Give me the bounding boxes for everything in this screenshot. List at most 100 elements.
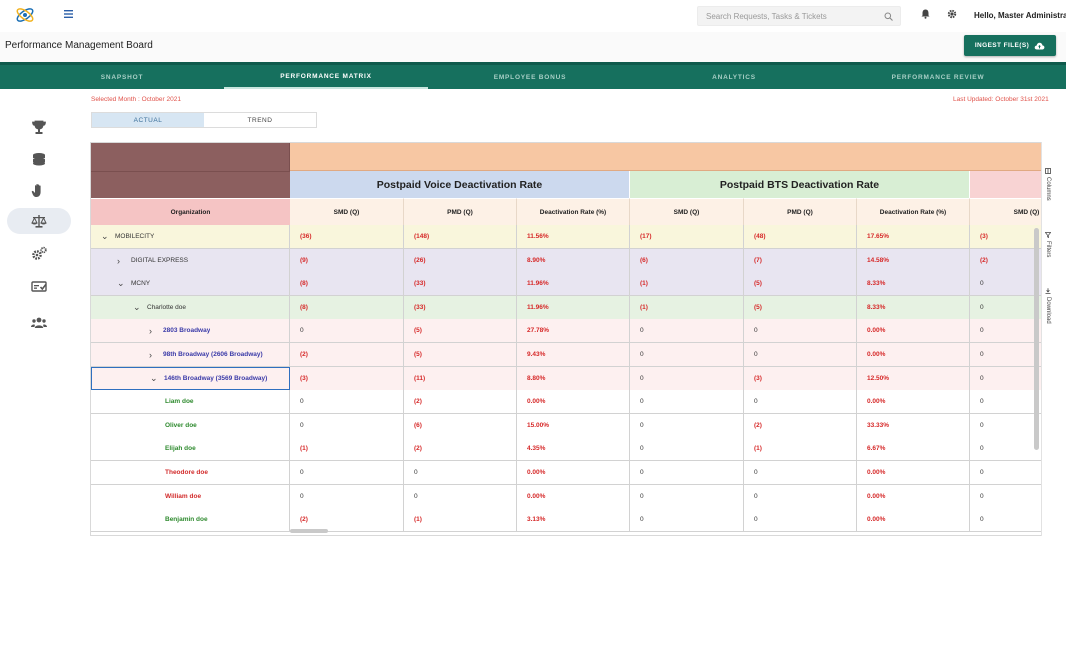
- row-org-cell[interactable]: Liam doe: [91, 390, 290, 413]
- view-toggle: ACTUAL TREND: [91, 112, 317, 128]
- collapse-chevron-icon[interactable]: ⌄: [101, 231, 109, 241]
- search-input[interactable]: Search Requests, Tasks & Tickets: [697, 6, 901, 26]
- search-placeholder: Search Requests, Tasks & Tickets: [706, 12, 827, 21]
- table-row[interactable]: › 98th Broadway (2606 Broadway) (2) (5) 9.43…: [91, 343, 1060, 367]
- filter-icon: [1045, 232, 1051, 238]
- table-row[interactable]: ⌄ Charlotte doe (8) (33) 11.96% (1) (5) 8.33% 0: [91, 296, 1060, 320]
- column-header[interactable]: Deactivation Rate (%): [857, 198, 970, 225]
- filters-panel-button[interactable]: Filters: [1045, 232, 1051, 257]
- row-value-cell: 8.80%: [517, 367, 630, 390]
- table-row[interactable]: Oliver doe 0 (6) 15.00% 0 (2) 33.33% 0: [91, 414, 1060, 438]
- row-value-cell: 0.00%: [857, 508, 970, 531]
- ingest-files-button[interactable]: INGEST FILE(S): [964, 35, 1056, 56]
- expand-chevron-icon[interactable]: ›: [149, 349, 152, 360]
- vertical-scrollbar[interactable]: [1034, 228, 1039, 450]
- collapse-chevron-icon[interactable]: ⌄: [133, 302, 141, 312]
- row-value-cell: (2): [404, 437, 517, 460]
- row-value-cell: 0: [404, 461, 517, 484]
- company-logo[interactable]: [14, 4, 36, 26]
- sidebar-item-trophy[interactable]: [29, 118, 49, 136]
- hand-icon: [31, 183, 41, 197]
- performance-matrix-grid: Postpaid Voice Deactivation Rate Postpaid…: [90, 142, 1061, 536]
- row-value-cell: (5): [404, 343, 517, 366]
- table-row[interactable]: Elijah doe (1) (2) 4.35% 0 (1) 6.67% 0: [91, 437, 1060, 461]
- expand-chevron-icon[interactable]: ›: [117, 255, 120, 266]
- row-value-cell: (1): [744, 437, 857, 460]
- row-value-cell: 0: [290, 485, 404, 508]
- row-org-cell[interactable]: › DIGITAL EXPRESS: [91, 249, 290, 272]
- row-value-cell: 0: [630, 461, 744, 484]
- row-value-cell: 0.00%: [857, 390, 970, 413]
- row-org-cell[interactable]: William doe: [91, 485, 290, 508]
- sidebar-item-balance-scale[interactable]: [29, 212, 49, 230]
- row-org-cell[interactable]: ⌄ MCNY: [91, 272, 290, 295]
- row-org-cell[interactable]: Benjamin doe: [91, 508, 290, 531]
- table-row[interactable]: Liam doe 0 (2) 0.00% 0 0 0.00% 0: [91, 390, 1060, 414]
- table-row[interactable]: Theodore doe 0 0 0.00% 0 0 0.00% 0: [91, 461, 1060, 485]
- header-corner-top: [91, 143, 290, 171]
- user-greeting[interactable]: Hello, Master Administrator: [974, 11, 1066, 20]
- toggle-trend-button[interactable]: TREND: [247, 116, 273, 124]
- search-icon[interactable]: [884, 12, 893, 21]
- row-org-cell[interactable]: Theodore doe: [91, 461, 290, 484]
- tab-analytics[interactable]: ANALYTICS: [712, 73, 756, 81]
- row-value-cell: 0: [744, 461, 857, 484]
- table-row[interactable]: › 2803 Broadway 0 (5) 27.78% 0 0 0.00% 0: [91, 319, 1060, 343]
- settings-gear-icon[interactable]: [947, 9, 957, 19]
- row-value-cell: (1): [290, 437, 404, 460]
- sidebar-item-money-check[interactable]: [29, 277, 49, 295]
- tab-employee-bonus[interactable]: EMPLOYEE BONUS: [493, 73, 567, 81]
- expand-chevron-icon[interactable]: ›: [149, 325, 152, 336]
- table-row[interactable]: William doe 0 0 0.00% 0 0 0.00% 0: [91, 485, 1060, 509]
- row-org-cell[interactable]: › 2803 Broadway: [91, 319, 290, 342]
- table-row[interactable]: Benjamin doe (2) (1) 3.13% 0 0 0.00% 0: [91, 508, 1060, 532]
- row-org-cell[interactable]: › 98th Broadway (2606 Broadway): [91, 343, 290, 366]
- horizontal-scrollbar[interactable]: [290, 529, 328, 533]
- row-value-cell: (6): [404, 414, 517, 437]
- sidebar-item-coins[interactable]: [29, 150, 49, 168]
- hamburger-menu-icon[interactable]: [64, 9, 74, 19]
- column-header[interactable]: SMD (Q): [290, 198, 404, 225]
- collapse-chevron-icon[interactable]: ⌄: [150, 373, 158, 383]
- sidebar-item-hand[interactable]: [29, 181, 49, 199]
- cloud-upload-icon: [1034, 42, 1045, 49]
- row-org-cell[interactable]: ⌄ 146th Broadway (3569 Broadway): [91, 367, 290, 390]
- column-header[interactable]: PMD (Q): [404, 198, 517, 225]
- row-value-cell: (7): [744, 249, 857, 272]
- tab-snapshot[interactable]: SNAPSHOT: [100, 73, 144, 81]
- header-corner-bottom: [91, 171, 290, 198]
- row-value-cell: 0: [290, 461, 404, 484]
- row-org-cell[interactable]: ⌄ MOBILECITY: [91, 225, 290, 248]
- row-org-name: 98th Broadway (2606 Broadway): [163, 351, 263, 358]
- row-value-cell: (3): [970, 225, 1060, 248]
- bell-icon[interactable]: [921, 9, 930, 19]
- sidebar-item-cogs[interactable]: [29, 244, 49, 262]
- table-row[interactable]: ⌄ 146th Broadway (3569 Broadway) (3) (11) 8.…: [91, 367, 1060, 391]
- tab-performance-review[interactable]: PERFORMANCE REVIEW: [891, 73, 985, 81]
- table-row[interactable]: › DIGITAL EXPRESS (9) (26) 8.90% (6) (7) 14.58%…: [91, 249, 1060, 273]
- column-header[interactable]: SMD (Q): [630, 198, 744, 225]
- download-panel-button[interactable]: Download: [1045, 288, 1051, 324]
- row-value-cell: 0: [744, 343, 857, 366]
- money-check-icon: [31, 280, 47, 292]
- toggle-actual-button[interactable]: ACTUAL: [92, 113, 204, 127]
- columns-panel-button[interactable]: Columns: [1045, 168, 1051, 201]
- row-org-cell[interactable]: ⌄ Charlotte doe: [91, 296, 290, 319]
- table-row[interactable]: ⌄ MCNY (8) (33) 11.96% (1) (5) 8.33% 0: [91, 272, 1060, 296]
- row-org-cell[interactable]: Oliver doe: [91, 414, 290, 437]
- sidebar-item-users[interactable]: [29, 313, 49, 331]
- row-org-name: Oliver doe: [165, 422, 197, 429]
- row-org-name: DIGITAL EXPRESS: [131, 257, 189, 264]
- table-row[interactable]: ⌄ MOBILECITY (36) (148) 11.56% (17) (48) 17.65%…: [91, 225, 1060, 249]
- row-value-cell: 0: [630, 508, 744, 531]
- org-column-header[interactable]: Organization: [91, 198, 290, 225]
- row-value-cell: (2): [290, 343, 404, 366]
- columns-icon: [1045, 168, 1051, 174]
- row-value-cell: 12.50%: [857, 367, 970, 390]
- row-value-cell: (48): [744, 225, 857, 248]
- row-org-cell[interactable]: Elijah doe: [91, 437, 290, 460]
- column-header[interactable]: PMD (Q): [744, 198, 857, 225]
- tab-performance-matrix[interactable]: PERFORMANCE MATRIX: [224, 65, 428, 89]
- collapse-chevron-icon[interactable]: ⌄: [117, 278, 125, 288]
- column-header[interactable]: Deactivation Rate (%): [517, 198, 630, 225]
